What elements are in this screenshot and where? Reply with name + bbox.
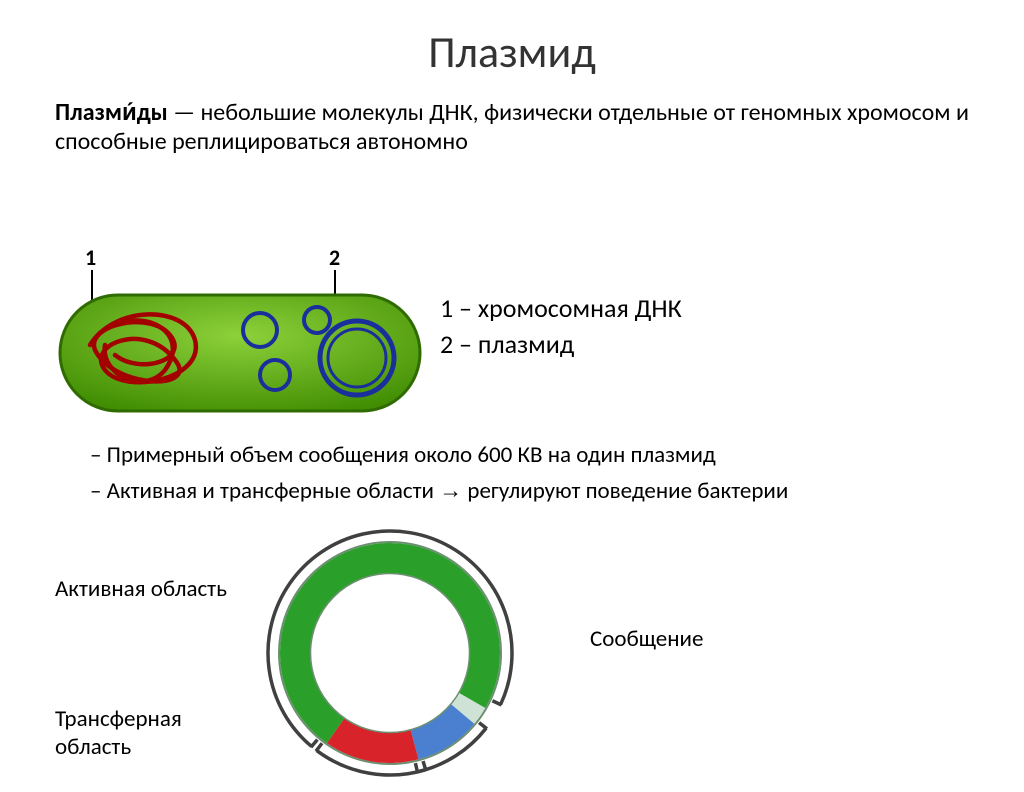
legend-line-1: 1 – хромосомная ДНК	[440, 290, 682, 326]
diagram-label-1: 1	[85, 250, 96, 271]
ring-inner-border	[311, 574, 470, 733]
diagram-label-2: 2	[329, 250, 340, 271]
label-active-region: Активная область	[55, 575, 227, 603]
bullet-2-arrow: →	[439, 477, 462, 503]
label-message-region: Сообщение	[590, 625, 703, 653]
page-title: Плазмид	[0, 25, 1024, 79]
bullet-2-post: регулируют поведение бактерии	[462, 477, 788, 505]
label-transfer-region: Трансферная область	[55, 705, 235, 761]
bacterium-diagram: 1 2	[55, 250, 425, 420]
bullet-1: – Примерный объем сообщения около 600 КВ…	[85, 440, 969, 471]
legend-line-2: 2 – плазмид	[440, 326, 682, 362]
definition-rest: — небольшие молекулы ДНК, физически отде…	[55, 98, 969, 156]
definition-term: Плазми́ды	[55, 98, 168, 127]
bullet-list: – Примерный объем сообщения около 600 КВ…	[85, 440, 969, 511]
ring-diagram	[260, 525, 520, 785]
definition-text: Плазми́ды — небольшие молекулы ДНК, физи…	[55, 99, 969, 157]
legend: 1 – хромосомная ДНК 2 – плазмид	[440, 290, 682, 363]
bullet-2: – Активная и трансферные области → регул…	[85, 475, 969, 507]
bullet-2-pre: – Активная и трансферные области	[90, 477, 439, 505]
